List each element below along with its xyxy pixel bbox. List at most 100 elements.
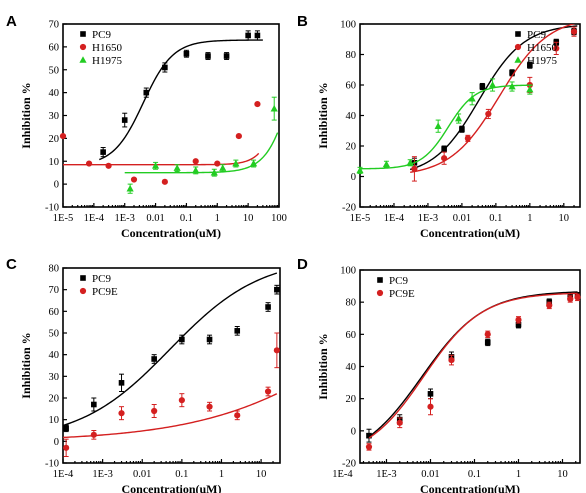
data-point-pc9e — [427, 403, 434, 410]
panel-label: A — [6, 13, 17, 30]
panel-label: C — [6, 256, 17, 273]
x-tick-label: 1E-3 — [376, 469, 396, 480]
x-axis-title: Concentration(uM) — [420, 482, 520, 493]
data-point-h1650 — [411, 165, 418, 172]
data-point-h1650 — [235, 132, 242, 140]
y-tick-label: 30 — [49, 372, 60, 383]
data-point-h1650 — [441, 155, 448, 162]
y-tick-label: 50 — [49, 65, 60, 76]
fit-curve-pc9 — [409, 25, 578, 171]
legend-label: PC9E — [389, 288, 415, 300]
legend-marker-pc9e — [79, 287, 87, 295]
data-point-pc9 — [118, 380, 125, 386]
x-tick-label: 0.01 — [146, 213, 164, 224]
legend-label: H1975 — [527, 55, 557, 67]
x-tick-label: 1 — [219, 469, 224, 480]
data-point-h1650 — [570, 28, 578, 35]
chart-panel-a: A -10 0 10 20 30 40 50 60 70 1E-5 1E-4 1E-3 0.01 0.1 1 1… — [6, 13, 287, 240]
data-point-h1975 — [434, 122, 442, 129]
y-tick-label: -10 — [45, 203, 59, 214]
x-tick-label: 1 — [215, 213, 220, 224]
data-point-h1975 — [270, 104, 278, 112]
x-tick-label: 0.1 — [468, 469, 481, 480]
x-tick-label: 0.1 — [175, 469, 188, 480]
data-point-pc9 — [459, 126, 465, 133]
data-point-pc9e — [396, 419, 403, 426]
data-point-h1975 — [249, 159, 258, 167]
data-point-pc9 — [234, 328, 241, 334]
legend-label: PC9 — [92, 29, 111, 41]
data-point-pc9 — [427, 391, 434, 397]
legend-marker-pc9 — [377, 277, 383, 283]
data-point-h1650 — [85, 160, 93, 167]
fit-curve-pc9e — [63, 393, 278, 439]
y-tick-label: 80 — [346, 298, 357, 309]
y-axis-title: Inhibition % — [316, 333, 330, 399]
x-tick-label: 10 — [557, 469, 568, 480]
data-point-pc9e — [178, 397, 185, 404]
data-point-h1975 — [526, 85, 534, 93]
plot-frame — [62, 267, 281, 464]
data-point-h1650 — [553, 45, 560, 52]
data-point-pc9e — [574, 294, 581, 301]
data-point-h1650 — [105, 162, 112, 169]
panel-label: D — [297, 256, 308, 273]
fit-curve-pc9 — [63, 272, 278, 427]
y-tick-label: 10 — [49, 415, 60, 426]
legend-marker-h1650 — [514, 43, 522, 51]
x-tick-label: 10 — [559, 213, 570, 224]
legend-marker-pc9 — [80, 31, 86, 37]
data-point-h1975 — [151, 162, 160, 169]
data-point-h1975 — [192, 166, 200, 174]
x-axis-title: Concentration(uM) — [121, 226, 221, 240]
y-tick-label: 20 — [49, 134, 60, 145]
fit-curve-h1650 — [410, 24, 576, 174]
y-tick-label: 0 — [351, 172, 356, 183]
data-point-pc9 — [527, 62, 533, 68]
legend-marker-h1650 — [79, 43, 87, 51]
data-point-pc9 — [183, 50, 190, 57]
y-tick-label: 40 — [49, 88, 60, 99]
data-point-pc9 — [121, 117, 128, 123]
x-tick-label: 1E-3 — [115, 213, 135, 224]
data-point-pc9e — [448, 356, 455, 364]
data-point-pc9e — [264, 388, 272, 395]
y-axis-title: Inhibition % — [19, 82, 33, 148]
y-tick-label: 60 — [49, 42, 60, 53]
legend-marker-pc9e — [376, 289, 384, 297]
x-axis-title: Concentration(uM) — [420, 226, 520, 240]
data-point-h1975 — [508, 82, 516, 90]
data-point-h1975 — [468, 94, 476, 102]
x-tick-label: 1E-5 — [53, 213, 73, 224]
y-tick-label: 80 — [49, 264, 60, 275]
data-point-pc9 — [265, 304, 271, 310]
x-tick-label: 10 — [256, 469, 267, 480]
data-point-pc9 — [143, 89, 150, 96]
y-tick-label: 30 — [49, 111, 60, 122]
y-tick-label: 0 — [54, 180, 59, 191]
data-point-h1650 — [192, 158, 199, 165]
fit-curve-h1975 — [360, 84, 533, 170]
y-tick-label: 20 — [346, 394, 357, 405]
y-tick-label: 0 — [351, 426, 356, 437]
legend-marker-pc9 — [515, 31, 521, 37]
data-point-pc9 — [441, 146, 447, 152]
legend-label: PC9E — [92, 286, 118, 298]
data-point-pc9 — [206, 336, 213, 343]
data-point-h1975 — [126, 184, 134, 192]
y-tick-label: 0 — [54, 437, 59, 448]
legend-label: PC9 — [527, 29, 546, 41]
data-point-h1975 — [219, 164, 227, 171]
data-point-pc9e — [273, 347, 280, 354]
data-point-h1975 — [382, 160, 391, 168]
data-point-h1650 — [254, 100, 261, 108]
data-point-pc9e — [567, 295, 574, 303]
fit-curve-h1650 — [63, 152, 260, 166]
y-tick-label: -10 — [45, 459, 59, 470]
data-point-pc9 — [162, 64, 168, 71]
chart-panel-c: C -10 0 10 20 30 40 50 60 70 80 1E-4 1E-3 0.01 0.1 1 10 C… — [6, 256, 281, 493]
data-point-pc9e — [90, 431, 97, 438]
